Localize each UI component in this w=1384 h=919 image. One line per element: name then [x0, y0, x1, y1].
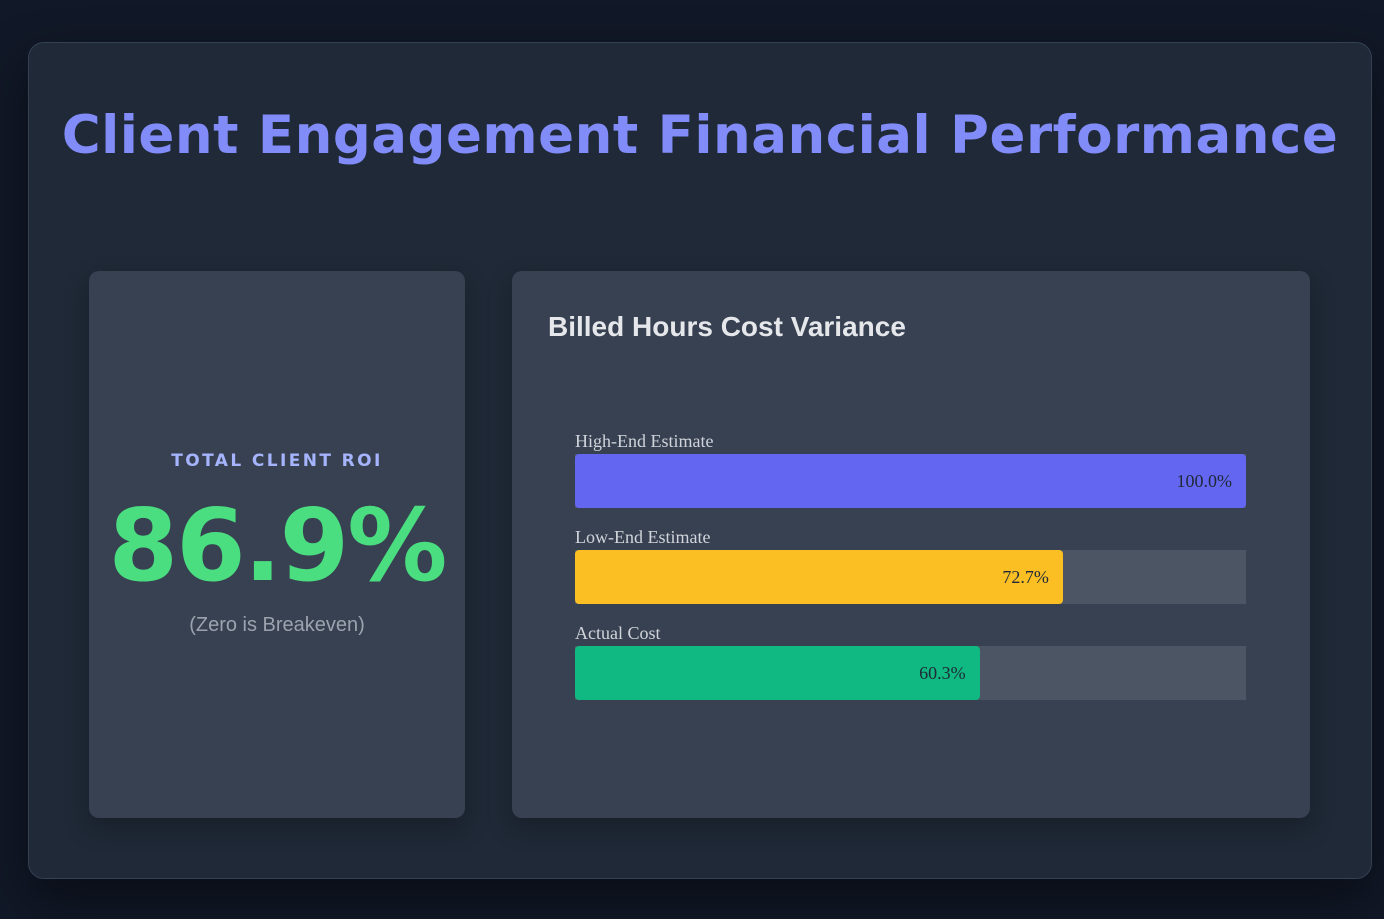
bar-row: Actual Cost 60.3% [575, 621, 1246, 717]
bar-track: 100.0% [575, 454, 1246, 508]
roi-label: TOTAL CLIENT ROI [171, 451, 383, 471]
cost-variance-card: Billed Hours Cost Variance High-End Esti… [512, 271, 1310, 818]
bar-category-label: Actual Cost [575, 623, 661, 643]
bar-category-label: High-End Estimate [575, 431, 714, 451]
roi-note: (Zero is Breakeven) [189, 614, 365, 636]
bar: 60.3% [575, 646, 980, 700]
bar-value-label: 72.7% [1002, 567, 1049, 587]
bar-track: 72.7% [575, 550, 1246, 604]
dashboard-panel: Client Engagement Financial Performance … [28, 42, 1372, 879]
bar-chart: High-End Estimate 100.0% Low-End Estimate 7… [575, 429, 1246, 717]
bar-row: Low-End Estimate 72.7% [575, 525, 1246, 621]
bar-track: 60.3% [575, 646, 1246, 700]
bar: 72.7% [575, 550, 1063, 604]
roi-card: TOTAL CLIENT ROI 86.9% (Zero is Breakeve… [89, 271, 465, 818]
bar-value-label: 60.3% [919, 663, 966, 683]
bar-value-label: 100.0% [1176, 471, 1233, 491]
chart-title: Billed Hours Cost Variance [548, 311, 906, 342]
bar-category-label: Low-End Estimate [575, 527, 711, 547]
roi-value: 86.9% [108, 487, 448, 604]
page-title: Client Engagement Financial Performance [61, 105, 1339, 166]
bar-row: High-End Estimate 100.0% [575, 429, 1246, 525]
bar: 100.0% [575, 454, 1246, 508]
